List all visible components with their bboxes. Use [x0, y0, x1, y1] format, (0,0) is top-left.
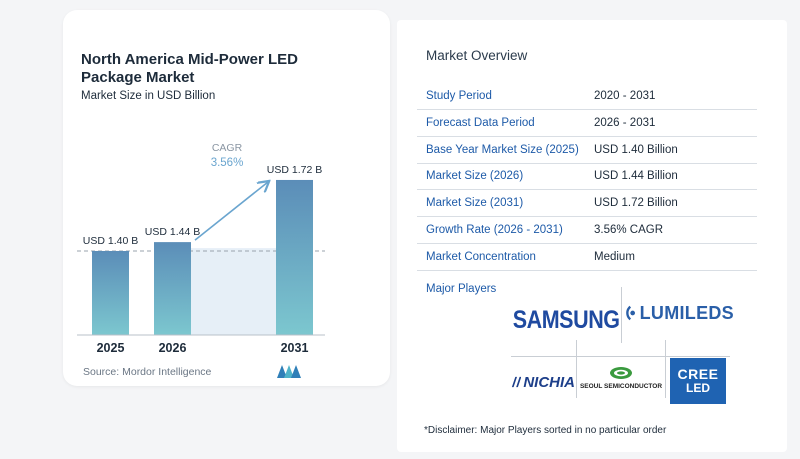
- cree-logo-box: CREE LED: [670, 358, 726, 404]
- seoul-mark-icon: [610, 367, 632, 379]
- cagr-value: 3.56%: [211, 157, 244, 169]
- overview-row-base-year: Base Year Market Size (2025) USD 1.40 Bi…: [417, 138, 757, 164]
- samsung-logo: SAMSUNG: [508, 300, 624, 340]
- row-divider: [417, 136, 757, 137]
- data-label-2026: USD 1.44 B: [145, 226, 200, 238]
- cagr-arrow: [194, 182, 268, 241]
- forecast-shade: [191, 248, 276, 335]
- bar-2026: [154, 242, 191, 335]
- row-key: Market Size (2026): [426, 170, 524, 182]
- logo-grid-divider: [621, 287, 622, 343]
- bar-2031: [276, 179, 313, 335]
- overview-title: Market Overview: [426, 48, 528, 63]
- seoul-logo-text: SEOUL SEMICONDUCTOR: [579, 383, 663, 390]
- samsung-logo-text: SAMSUNG: [512, 305, 620, 334]
- overview-row-forecast-period: Forecast Data Period 2026 - 2031: [417, 111, 757, 137]
- lumileds-logo-text: LUMILEDS: [639, 302, 734, 323]
- row-value: Medium: [594, 251, 635, 263]
- mordor-logo-icon: [277, 365, 301, 378]
- logo-grid-divider: [665, 340, 666, 398]
- cree-logo-text: CREE: [677, 366, 719, 382]
- bar-chart: USD 1.40 B 2025 USD 1.44 B 2026 USD 1.72 B 20…: [77, 142, 325, 355]
- row-key: Market Size (2031): [426, 197, 524, 209]
- chart-subtitle: Market Size in USD Billion: [81, 90, 216, 102]
- data-label-2031: USD 1.72 B: [267, 164, 322, 176]
- row-value: USD 1.44 Billion: [594, 170, 678, 182]
- row-value: 3.56% CAGR: [594, 224, 664, 236]
- row-value: 2026 - 2031: [594, 117, 656, 129]
- nichia-logo-text: NICHIA: [523, 373, 575, 391]
- row-divider: [417, 243, 757, 244]
- logo-grid-divider: [511, 356, 730, 357]
- x-tick-2031: 2031: [281, 341, 309, 355]
- overview-row-study-period: Study Period 2020 - 2031: [417, 84, 757, 110]
- row-key: Growth Rate (2026 - 2031): [426, 224, 563, 236]
- cree-led-text: LED: [686, 381, 710, 395]
- row-divider: [417, 189, 757, 190]
- data-label-2025: USD 1.40 B: [83, 235, 138, 247]
- cagr-label: CAGR: [212, 142, 243, 154]
- overview-row-concentration: Market Concentration Medium: [417, 245, 757, 271]
- cree-led-logo: CREE LED: [667, 356, 729, 406]
- row-key: Study Period: [426, 90, 492, 102]
- row-value: USD 1.72 Billion: [594, 197, 678, 209]
- row-divider: [417, 163, 757, 164]
- seoul-semiconductor-logo: SEOUL SEMICONDUCTOR: [578, 358, 664, 398]
- row-divider: [417, 270, 757, 271]
- x-tick-2025: 2025: [97, 341, 125, 355]
- row-value: 2020 - 2031: [594, 90, 656, 102]
- overview-row-market-size-2026: Market Size (2026) USD 1.44 Billion: [417, 164, 757, 190]
- nichia-logo: NICHIA: [511, 368, 575, 396]
- row-key: Market Concentration: [426, 251, 536, 263]
- row-divider: [417, 109, 757, 110]
- chart-title: North America Mid-Power LED Package Mark…: [81, 51, 298, 86]
- major-players-label: Major Players: [426, 283, 497, 295]
- lumileds-logo: LUMILEDS: [624, 296, 734, 330]
- source-text: Source: Mordor Intelligence: [83, 366, 212, 378]
- overview-row-market-size-2031: Market Size (2031) USD 1.72 Billion: [417, 191, 757, 217]
- lumileds-mark-icon: [626, 305, 636, 321]
- nichia-mark-icon: [511, 376, 522, 388]
- x-tick-2026: 2026: [159, 341, 187, 355]
- logo-grid-divider: [576, 340, 577, 398]
- row-value: USD 1.40 Billion: [594, 144, 678, 156]
- overview-row-growth-rate: Growth Rate (2026 - 2031) 3.56% CAGR: [417, 218, 757, 244]
- row-key: Forecast Data Period: [426, 117, 535, 129]
- bar-2025: [92, 251, 129, 335]
- disclaimer-text: *Disclaimer: Major Players sorted in no …: [424, 425, 667, 436]
- row-divider: [417, 216, 757, 217]
- row-key: Base Year Market Size (2025): [426, 144, 579, 156]
